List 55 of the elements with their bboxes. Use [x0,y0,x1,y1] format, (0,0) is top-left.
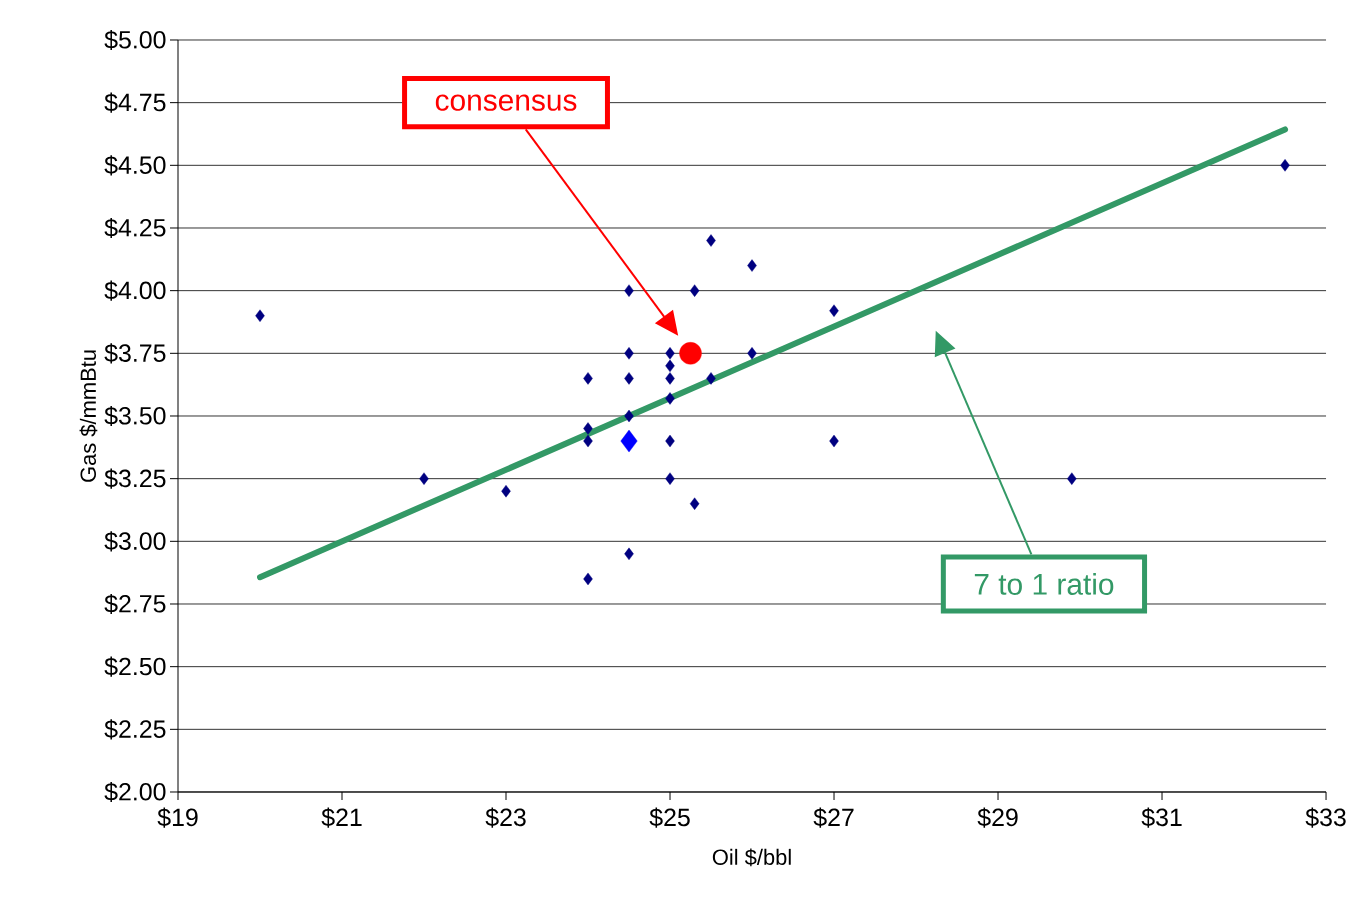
point [747,259,757,272]
y-tick-label: $3.25 [104,468,166,489]
y-tick-label: $4.50 [104,155,166,176]
point [1067,472,1077,485]
point [624,284,634,297]
point [665,434,675,448]
x-tick-label: $25 [649,807,690,828]
x-tick-label: $27 [813,807,854,828]
point [665,372,675,385]
point [419,472,429,485]
x-tick-label: $21 [321,807,362,828]
point [706,372,716,385]
point [665,392,675,405]
point [829,434,839,448]
x-tick-label: $33 [1305,807,1346,828]
point [501,484,511,498]
point [665,472,675,485]
y-tick-label: $4.25 [104,217,166,239]
y-tick-label: $2.50 [104,656,166,677]
annotation: 7 to 1 ratio [974,572,1114,595]
point [583,434,593,448]
point [255,309,265,322]
point [1280,159,1290,172]
x-tick-label: $29 [977,807,1018,828]
y-tick-label: $4.00 [104,280,166,301]
y-tick-label: $2.25 [104,719,166,740]
point [747,347,757,360]
y-tick-label: $3.00 [104,531,166,552]
y-tick-label: $3.75 [104,343,166,364]
point [583,372,593,385]
point [689,497,700,510]
point [679,342,702,365]
x-tick-label: $23 [485,807,526,828]
point [706,234,716,247]
x-tick-label: $19 [157,807,198,828]
point [624,409,634,423]
point [624,347,634,360]
point [583,422,593,435]
annotation: consensus [435,94,577,111]
y-axis-title: Gas $/mmBtu [79,350,98,482]
y-tick-label: $5.00 [104,29,166,51]
y-tick-label: $3.50 [104,405,166,427]
point [689,284,700,297]
y-tick-label: $2.75 [104,593,166,615]
point [583,572,593,586]
point [665,347,675,360]
y-tick-label: $4.75 [104,92,166,113]
point [620,429,638,453]
point [624,372,634,385]
y-tick-label: $2.00 [104,781,166,803]
x-axis-title: Oil $/bbl [712,848,791,867]
x-tick-label: $31 [1141,807,1182,828]
point [829,304,839,317]
point [624,547,634,561]
point [665,359,675,373]
